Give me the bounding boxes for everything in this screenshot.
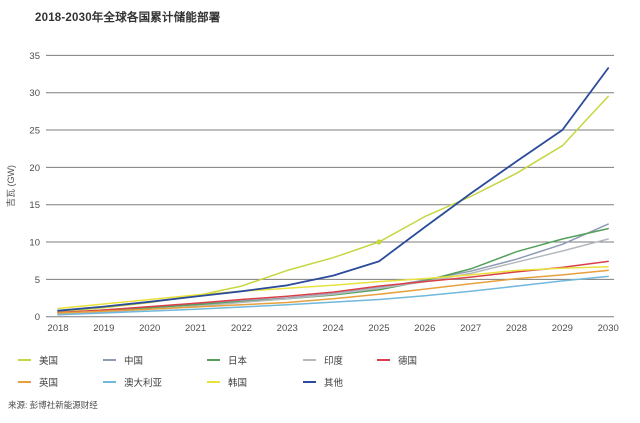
y-tick-label: 10 xyxy=(29,238,40,249)
legend-swatch-uk xyxy=(18,381,31,383)
legend-item-uk: 英国 xyxy=(18,375,103,389)
x-tick-label: 2024 xyxy=(323,323,344,334)
legend-swatch-others xyxy=(303,381,316,383)
x-tick-label: 2029 xyxy=(552,323,573,334)
data-marker-us-2025 xyxy=(376,239,382,245)
x-tick-label: 2028 xyxy=(506,323,527,334)
legend-label-japan: 日本 xyxy=(228,356,248,367)
legend-item-us: 美国 xyxy=(18,353,103,367)
y-tick-label: 5 xyxy=(35,275,40,286)
legend-item-germany: 德国 xyxy=(377,353,628,367)
legend-label-india: 印度 xyxy=(324,356,344,367)
legend-swatch-japan xyxy=(207,359,220,361)
source-note: 来源: 彭博社新能源财经 xyxy=(8,400,98,410)
legend-swatch-korea xyxy=(207,381,220,383)
series-line-korea xyxy=(57,265,609,310)
x-tick-label: 2030 xyxy=(598,323,619,334)
legend-swatch-us xyxy=(18,359,31,361)
y-tick-label: 15 xyxy=(29,200,40,211)
series-line-germany xyxy=(57,260,609,314)
legend-swatch-china xyxy=(103,359,116,361)
legend-item-others: 其他 xyxy=(303,375,377,389)
series-line-others xyxy=(57,67,610,312)
line-chart: 0 5 10 15 20 25 30 35 2018 2019 2020 2021 2022 2023 20… xyxy=(0,40,640,345)
legend-swatch-india xyxy=(303,359,316,361)
legend-item-japan: 日本 xyxy=(207,353,303,367)
legend-item-china: 中国 xyxy=(103,353,207,367)
x-tick-label: 2023 xyxy=(277,323,298,334)
x-tick-label: 2018 xyxy=(47,323,68,334)
y-tick-label: 30 xyxy=(29,88,40,99)
legend-spacer xyxy=(377,375,628,389)
legend-item-australia: 澳大利亚 xyxy=(103,375,207,389)
legend-label-others: 其他 xyxy=(324,378,344,389)
x-tick-label: 2026 xyxy=(414,323,435,334)
x-tick-label: 2022 xyxy=(231,323,252,334)
x-tick-label: 2027 xyxy=(460,323,481,334)
x-tick-label: 2020 xyxy=(139,323,160,334)
y-tick-label: 20 xyxy=(29,163,40,174)
legend-label-korea: 韩国 xyxy=(228,378,248,389)
series-line-uk xyxy=(57,269,609,314)
legend-item-india: 印度 xyxy=(303,353,377,367)
x-tick-label: 2021 xyxy=(185,323,206,334)
y-axis-title: 吉瓦 (GW) xyxy=(6,165,16,207)
legend-swatch-germany xyxy=(377,359,390,361)
y-tick-label: 35 xyxy=(29,51,40,62)
legend-swatch-australia xyxy=(103,381,116,383)
chart-legend: 美国 中国 日本 印度 德国英国 澳大利亚 韩国 其他 xyxy=(18,353,628,389)
y-tick-label: 0 xyxy=(35,312,40,323)
chart-title: 2018-2030年全球各国累计储能部署 xyxy=(35,12,221,24)
y-tick-label: 25 xyxy=(29,126,40,137)
legend-label-australia: 澳大利亚 xyxy=(124,378,163,389)
legend-label-china: 中国 xyxy=(124,356,144,367)
legend-label-uk: 英国 xyxy=(39,378,59,389)
legend-label-germany: 德国 xyxy=(398,356,418,367)
x-tick-label: 2019 xyxy=(93,323,114,334)
legend-label-us: 美国 xyxy=(39,356,59,367)
series-line-australia xyxy=(57,275,609,316)
x-tick-label: 2025 xyxy=(368,323,389,334)
legend-item-korea: 韩国 xyxy=(207,375,303,389)
